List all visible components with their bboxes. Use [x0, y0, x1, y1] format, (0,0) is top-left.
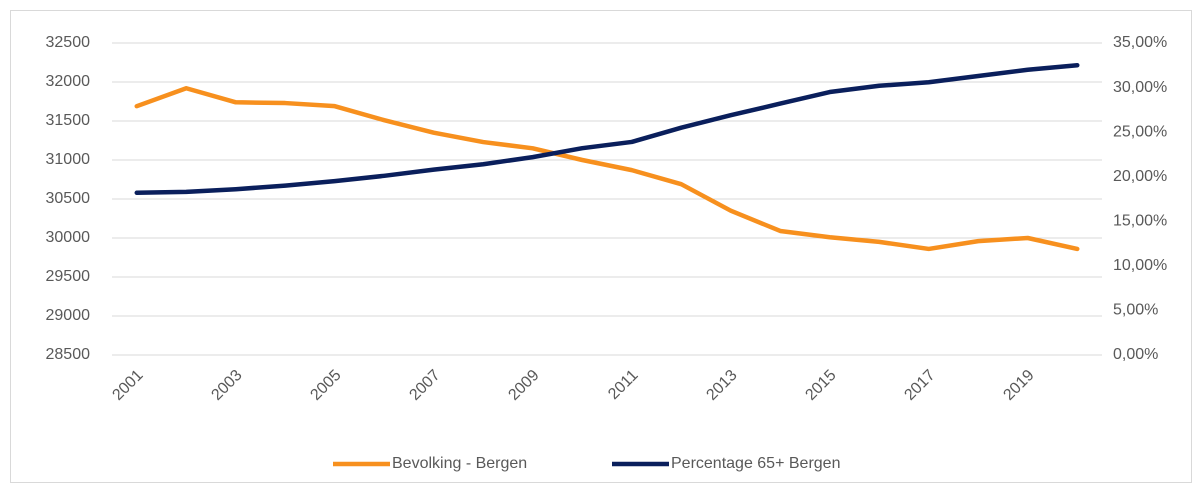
y-tick-label: 30000: [46, 229, 91, 246]
legend-label: Bevolking - Bergen: [392, 455, 527, 472]
chart-border: [10, 10, 1192, 483]
y2-tick-label: 10,00%: [1113, 257, 1167, 274]
y-tick-label: 31500: [46, 112, 91, 129]
legend-label: Percentage 65+ Bergen: [671, 455, 840, 472]
y-tick-label: 28500: [46, 346, 91, 363]
y2-tick-label: 20,00%: [1113, 168, 1167, 185]
y2-tick-label: 15,00%: [1113, 213, 1167, 230]
y-tick-label: 29500: [46, 268, 91, 285]
y2-tick-label: 25,00%: [1113, 123, 1167, 140]
y-tick-label: 31000: [46, 151, 91, 168]
y2-tick-label: 5,00%: [1113, 302, 1158, 319]
line-series: [134, 85, 1080, 252]
y-tick-label: 32500: [46, 34, 91, 51]
y-tick-label: 30500: [46, 190, 91, 207]
line-series: [134, 63, 1080, 196]
y-tick-label: 29000: [46, 307, 91, 324]
y2-tick-label: 0,00%: [1113, 346, 1158, 363]
y-tick-label: 32000: [46, 73, 91, 90]
y2-tick-label: 30,00%: [1113, 79, 1167, 96]
y2-tick-label: 35,00%: [1113, 34, 1167, 51]
